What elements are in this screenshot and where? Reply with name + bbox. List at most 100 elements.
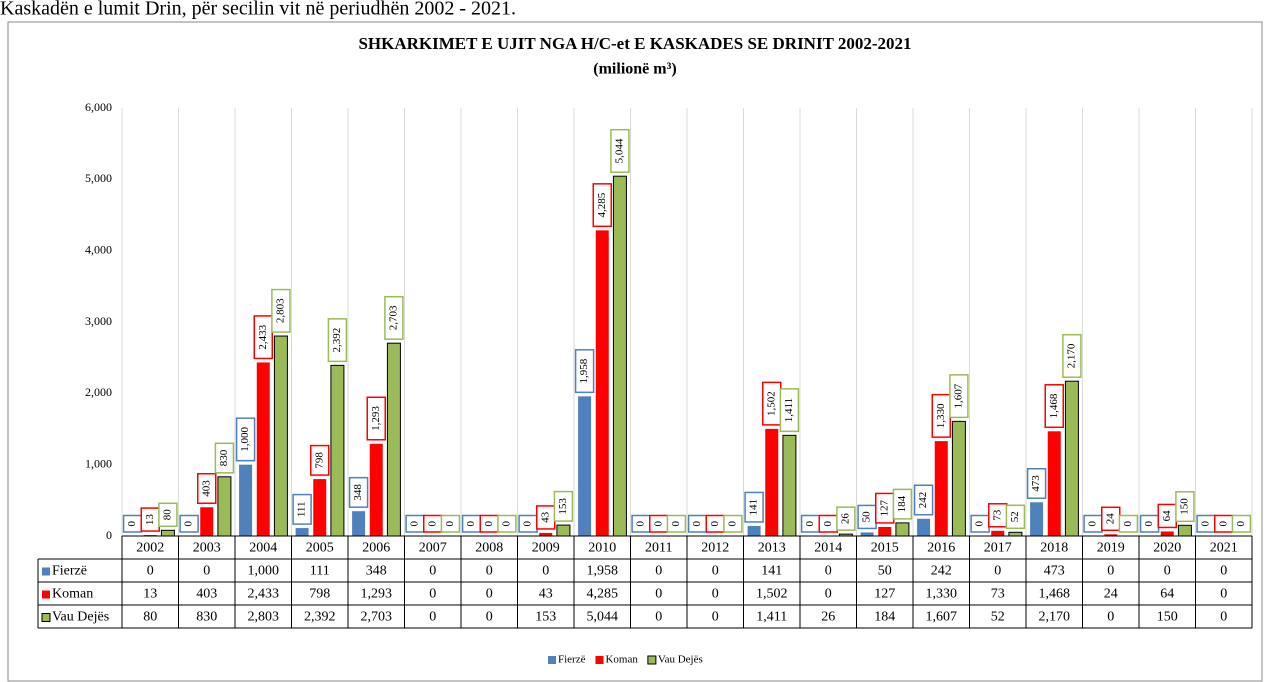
data-label: 0 <box>652 521 664 527</box>
table-cell: 1,000 <box>248 564 280 579</box>
table-cell: 0 <box>1220 610 1227 625</box>
legend-label: Fierzë <box>558 654 586 666</box>
data-label: 0 <box>1087 521 1099 527</box>
bar <box>295 528 309 536</box>
table-cell: 50 <box>878 564 892 579</box>
table-key <box>42 590 50 599</box>
bar <box>612 175 627 537</box>
table-cell: 473 <box>1044 564 1065 579</box>
table-cell: 1,502 <box>756 587 788 602</box>
legend-key <box>647 655 657 665</box>
data-label: 0 <box>635 521 647 527</box>
table-key <box>41 613 51 622</box>
label-box <box>235 417 256 462</box>
data-label: 0 <box>804 521 816 527</box>
table-cell: 111 <box>310 564 330 579</box>
table-cell: 0 <box>1220 587 1227 602</box>
data-label: 73 <box>991 509 1003 521</box>
x-tick-label: 2002 <box>136 541 164 556</box>
table-cell: 13 <box>143 587 157 602</box>
data-label: 0 <box>691 521 703 527</box>
data-label: 2,803 <box>274 298 286 323</box>
label-box <box>1044 384 1064 429</box>
x-tick-label: 2006 <box>362 541 390 556</box>
table-cell: 4,285 <box>587 587 619 602</box>
data-label: 0 <box>183 521 195 527</box>
table-cell: 0 <box>429 587 436 602</box>
label-box <box>592 183 612 228</box>
table-cell: 52 <box>991 610 1005 625</box>
bar <box>917 518 931 536</box>
x-tick-label: 2015 <box>871 541 899 556</box>
label-box <box>836 506 856 531</box>
table-cell: 2,433 <box>248 587 280 602</box>
table-cell: 0 <box>655 610 662 625</box>
x-tick-label: 2010 <box>588 541 616 556</box>
y-tick-label: 1,000 <box>85 456 112 470</box>
label-box <box>1175 491 1195 523</box>
bar <box>1008 531 1023 537</box>
legend-label: Vau Dejës <box>658 654 703 666</box>
data-label: 348 <box>352 484 364 501</box>
table-cell: 0 <box>147 564 154 579</box>
bar <box>991 530 1005 536</box>
data-label: 150 <box>1178 498 1190 515</box>
data-label: 242 <box>917 492 929 509</box>
label-box <box>197 473 217 505</box>
caption: Kaskadën e lumit Drin, për secilin vit n… <box>0 0 516 20</box>
legend-label: Koman <box>605 654 638 666</box>
label-box <box>1231 514 1252 533</box>
chart-frame <box>7 21 1263 682</box>
label-box <box>327 318 348 363</box>
table-cell: 0 <box>655 587 662 602</box>
label-box <box>440 514 461 533</box>
table-cell: 0 <box>486 587 493 602</box>
x-tick-label: 2007 <box>419 541 447 556</box>
data-label: 2,433 <box>257 324 269 349</box>
x-tick-label: 2008 <box>475 541 503 556</box>
data-label: 0 <box>709 521 721 527</box>
label-box <box>158 502 178 528</box>
table-cell: 80 <box>143 610 157 625</box>
data-label: 0 <box>522 521 534 527</box>
table-cell: 141 <box>761 564 782 579</box>
table-series-name: Vau Dejës <box>52 610 109 625</box>
bar <box>352 511 366 536</box>
table-cell: 0 <box>429 564 436 579</box>
bar <box>539 532 553 536</box>
bar <box>1177 524 1192 537</box>
data-label: 141 <box>748 499 760 516</box>
data-label: 1,958 <box>578 358 590 383</box>
label-box <box>214 442 235 474</box>
label-box <box>744 491 764 523</box>
table-cell: 348 <box>366 564 387 579</box>
bar <box>895 522 910 537</box>
table-cell: 242 <box>931 564 952 579</box>
table-cell: 1,468 <box>1039 587 1071 602</box>
x-tick-label: 2009 <box>532 541 560 556</box>
label-box <box>553 490 574 522</box>
table-cell: 1,293 <box>361 587 393 602</box>
y-tick-label: 3,000 <box>85 314 112 328</box>
data-label: 0 <box>974 521 986 527</box>
bar <box>217 476 232 537</box>
table-cell: 184 <box>874 610 895 625</box>
x-tick-label: 2003 <box>193 541 221 556</box>
table-cell: 403 <box>196 587 217 602</box>
label-box <box>723 514 743 533</box>
table-cell: 2,392 <box>304 610 336 625</box>
bar <box>330 364 345 537</box>
label-box <box>949 374 969 419</box>
table-cell: 798 <box>309 587 330 602</box>
data-label: 184 <box>896 495 908 512</box>
data-label: 0 <box>726 521 738 527</box>
data-label: 0 <box>1200 521 1212 527</box>
label-box <box>348 476 369 508</box>
data-label: 0 <box>1217 521 1229 527</box>
data-label: 798 <box>313 452 325 469</box>
label-box <box>292 493 312 525</box>
bar <box>747 525 761 536</box>
bar <box>951 420 966 537</box>
table-cell: 0 <box>429 610 436 625</box>
data-label: 5,044 <box>613 138 625 163</box>
